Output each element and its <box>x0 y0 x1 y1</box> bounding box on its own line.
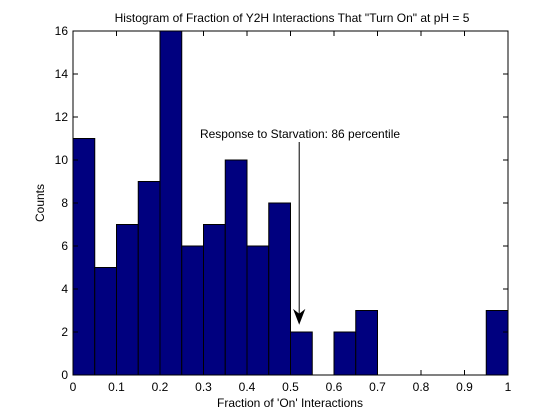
annotation-group: Response to Starvation: 86 percentile <box>200 127 400 325</box>
ticks-group: 0 0.1 0.2 0.3 0.4 0.5 0.6 0.7 0.8 0.9 102468101214… <box>55 24 512 394</box>
bars-group <box>72 30 509 376</box>
x-tick-label: 0.7 <box>369 380 386 394</box>
x-tick-label: 0.8 <box>413 380 430 394</box>
histogram-bar-13 <box>355 310 378 376</box>
histogram-bar-7 <box>224 159 248 376</box>
histogram-bar-0 <box>72 138 96 376</box>
histogram-bar-19 <box>485 310 509 376</box>
y-tick-label: 6 <box>61 239 68 253</box>
annotation-arrowhead <box>293 308 306 325</box>
y-tick-label: 16 <box>55 24 69 38</box>
plot-border <box>72 30 509 376</box>
x-tick-label: 0.4 <box>239 380 256 394</box>
y-axis-label: Counts <box>33 184 47 222</box>
histogram-bar-8 <box>246 245 270 376</box>
x-tick-label: 0.9 <box>456 380 473 394</box>
x-tick-label: 0.5 <box>282 380 299 394</box>
y-tick-label: 2 <box>61 325 68 339</box>
histogram-bar-3 <box>137 181 161 376</box>
histogram-bar-4 <box>159 30 183 376</box>
histogram-bar-1 <box>94 267 117 376</box>
annotation-text: Response to Starvation: 86 percentile <box>200 127 400 141</box>
y-tick-label: 10 <box>55 153 69 167</box>
chart-title: Histogram of Fraction of Y2H Interaction… <box>115 11 470 25</box>
histogram-bar-5 <box>181 245 204 376</box>
histogram-bar-2 <box>116 224 139 376</box>
histogram-bar-6 <box>203 224 226 376</box>
x-axis-label: Fraction of 'On' Interactions <box>217 396 363 410</box>
y-tick-label: 0 <box>61 368 68 382</box>
y-tick-label: 8 <box>61 196 68 210</box>
histogram-bar-9 <box>268 202 291 376</box>
x-tick-label: 0.3 <box>195 380 212 394</box>
x-tick-label: 0.6 <box>326 380 343 394</box>
histogram-bar-10 <box>290 331 313 376</box>
x-tick-label: 1 <box>505 380 512 394</box>
y-tick-label: 4 <box>61 282 68 296</box>
histogram-bar-12 <box>333 331 357 376</box>
y-tick-label: 14 <box>55 67 69 81</box>
x-tick-label: 0 <box>70 380 77 394</box>
x-tick-label: 0.1 <box>108 380 125 394</box>
x-tick-label: 0.2 <box>152 380 169 394</box>
y-tick-label: 12 <box>55 110 69 124</box>
